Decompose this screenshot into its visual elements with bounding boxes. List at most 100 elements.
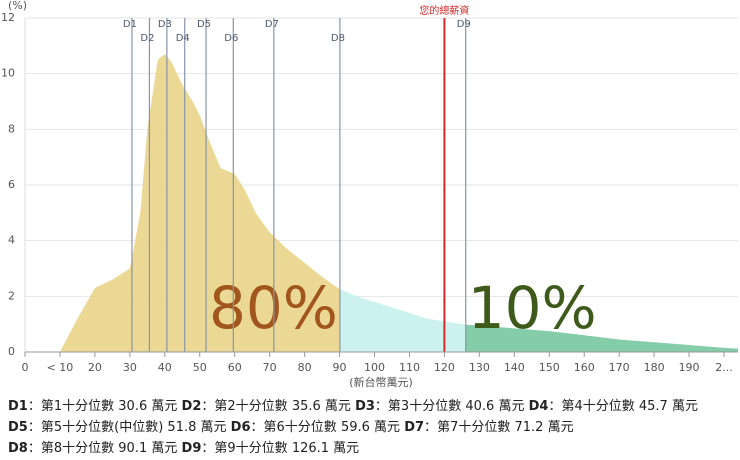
x-tick-label: 180 (644, 361, 665, 374)
x-tick-label: 110 (399, 361, 420, 374)
legend-separator: ： (424, 420, 438, 435)
decile-label: D2 (140, 33, 154, 44)
legend-value: 90.1 (118, 441, 148, 456)
legend-text: 第8十分位數 (40, 441, 115, 456)
legend-unit: 萬元 (498, 399, 525, 414)
decile-label: D7 (265, 19, 279, 30)
legend-separator: ： (548, 399, 562, 414)
legend-unit: 萬元 (151, 399, 178, 414)
y-tick-label: 2 (8, 289, 15, 302)
legend-text: 第4十分位數 (561, 399, 635, 414)
decile-label: D8 (331, 33, 345, 44)
decile-label: D9 (457, 19, 471, 30)
density-area (465, 324, 738, 352)
legend-separator: ： (201, 399, 215, 414)
y-tick-label: 0 (8, 345, 15, 358)
legend-unit: 萬元 (324, 399, 351, 414)
legend-value: 59.6 (340, 420, 370, 435)
legend-value: 35.6 (291, 399, 321, 414)
y-tick-label: 12 (1, 11, 15, 24)
y-tick-label: 10 (1, 67, 15, 80)
salary-marker-label: 您的總薪資 (419, 4, 469, 17)
x-tick-label: 50 (193, 361, 207, 374)
x-tick-label: 80 (298, 361, 312, 374)
decile-label: D4 (176, 33, 190, 44)
x-tick-label: 120 (434, 361, 455, 374)
legend-separator: ： (250, 420, 264, 435)
x-tick-label: 100 (364, 361, 385, 374)
legend-text: 第7十分位數 (437, 420, 511, 435)
legend-item: D6：第6十分位數 59.6 萬元 (231, 420, 400, 435)
x-tick-label: 160 (574, 361, 595, 374)
legend-value: 45.7 (638, 399, 668, 414)
x-tick-label: 170 (609, 361, 630, 374)
x-tick-label: 0 (22, 361, 29, 374)
decile-label: D6 (224, 33, 238, 44)
legend-item: D4：第4十分位數 45.7 萬元 (529, 399, 698, 414)
x-tick-label: 150 (539, 361, 560, 374)
decile-label: D1 (123, 19, 137, 30)
legend-separator: ： (374, 399, 388, 414)
x-tick-label: 60 (228, 361, 242, 374)
decile-label: D3 (158, 19, 172, 30)
legend-item: D2：第2十分位數 35.6 萬元 (182, 399, 351, 414)
legend-value: 126.1 (291, 441, 330, 456)
y-tick-label: 4 (8, 234, 15, 247)
legend-item: D5：第5十分位數(中位數) 51.8 萬元 (8, 420, 227, 435)
legend-text: 第3十分位數 (387, 399, 462, 414)
legend-text: 第5十分位數(中位數) (40, 420, 164, 435)
legend-name: D2 (181, 399, 202, 414)
density-area (59, 54, 340, 352)
band-label: 10% (468, 274, 597, 342)
legend-text: 第9十分位數 (214, 441, 288, 456)
x-tick-label: 130 (469, 361, 490, 374)
decile-label: D5 (197, 19, 211, 30)
legend-unit: 萬元 (671, 399, 698, 414)
legend-item: D8：第8十分位數 90.1 萬元 (8, 441, 177, 456)
x-tick-label: 20 (88, 361, 102, 374)
legend-name: D7 (404, 420, 425, 435)
legend-value: 51.8 (167, 420, 197, 435)
legend-unit: 萬元 (374, 420, 401, 435)
legend-unit: 萬元 (200, 420, 227, 435)
x-tick-label: 40 (158, 361, 172, 374)
legend-name: D8 (8, 441, 28, 456)
x-tick-label: 30 (123, 361, 137, 374)
legend-separator: ： (27, 399, 41, 414)
density-area (339, 289, 466, 352)
x-tick-label: 2... (715, 361, 733, 374)
legend-separator: ： (201, 441, 215, 456)
legend-item: D1：第1十分位數 30.6 萬元 (8, 399, 177, 414)
legend-name: D6 (230, 420, 251, 435)
legend-unit: 萬元 (151, 441, 178, 456)
legend-name: D1 (8, 399, 28, 414)
legend-name: D9 (181, 441, 202, 456)
legend-name: D4 (528, 399, 549, 414)
y-tick-label: 8 (8, 122, 15, 135)
legend-name: D5 (8, 420, 28, 435)
x-tick-label: 70 (263, 361, 277, 374)
legend-item: D7：第7十分位數 71.2 萬元 (404, 420, 573, 435)
x-axis-label: (新台幣萬元) (349, 375, 413, 389)
legend-value: 40.6 (465, 399, 495, 414)
legend-value: 30.6 (118, 399, 148, 414)
x-tick-label: 90 (333, 361, 347, 374)
y-unit: (%) (8, 0, 27, 12)
legend-separator: ： (27, 441, 41, 456)
x-tick-label: 190 (679, 361, 700, 374)
legend-unit: 萬元 (333, 441, 360, 456)
legend-separator: ： (27, 420, 41, 435)
legend-text: 第6十分位數 (263, 420, 337, 435)
legend-name: D3 (355, 399, 375, 414)
legend-unit: 萬元 (547, 420, 574, 435)
legend-value: 71.2 (514, 420, 544, 435)
legend-item: D3：第3十分位數 40.6 萬元 (355, 399, 524, 414)
legend-item: D9：第9十分位數 126.1 萬元 (182, 441, 360, 456)
x-tick-label: 140 (504, 361, 525, 374)
decile-legend: D1：第1十分位數 30.6 萬元 D2：第2十分位數 35.6 萬元 D3：第… (8, 396, 736, 459)
legend-text: 第1十分位數 (40, 399, 115, 414)
x-tick-label: < 10 (47, 361, 74, 374)
legend-text: 第2十分位數 (214, 399, 288, 414)
